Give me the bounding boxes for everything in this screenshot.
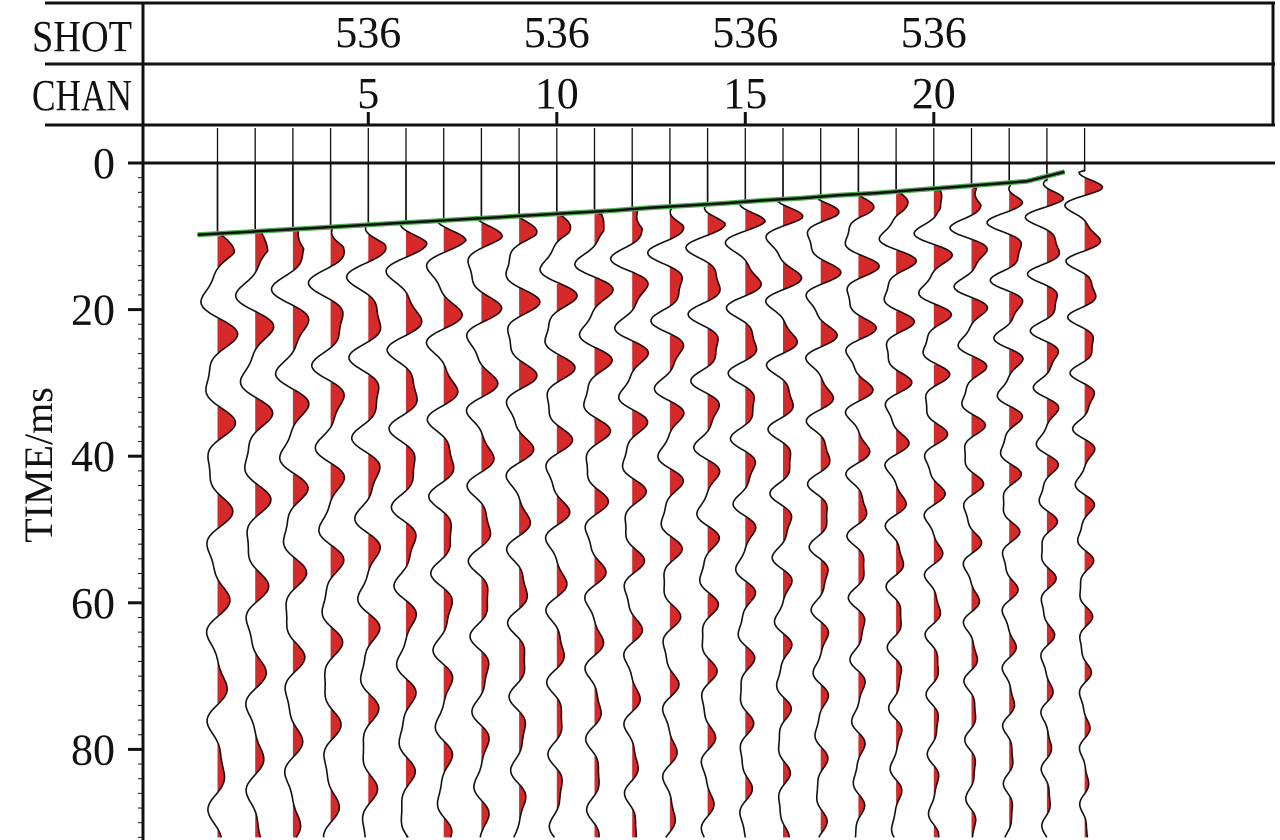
trace-wiggle: [609, 163, 650, 838]
trace-wiggle: [724, 163, 767, 838]
y-axis-label: TIME/ms: [16, 387, 61, 543]
trace-fill: [632, 210, 649, 838]
trace-wiggle: [913, 163, 954, 838]
y-tick-label: 20: [71, 286, 115, 335]
trace-wiggle: [234, 163, 275, 838]
trace-wiggle: [270, 163, 310, 838]
y-tick-label: 60: [71, 579, 115, 628]
shot-header-label: SHOT: [32, 12, 132, 61]
trace-wiggle: [764, 163, 804, 838]
trace-wiggle: [539, 163, 578, 838]
trace-fill: [594, 214, 614, 838]
trace-fill: [707, 214, 726, 818]
first-break-pick-line: [197, 169, 1066, 238]
trace-wiggle: [307, 163, 346, 838]
trace-wiggle: [200, 163, 239, 838]
trace-fill: [858, 195, 880, 821]
trace-fill: [406, 230, 427, 838]
chan-header-label: CHAN: [32, 71, 132, 120]
time-axis: 0 20 40 60 80: [71, 139, 1275, 838]
y-tick-label: 0: [93, 139, 115, 188]
chan-tick-label: 10: [535, 69, 579, 118]
chan-tick-label: 5: [357, 69, 379, 118]
trace-wiggle: [345, 163, 387, 838]
traces: [200, 128, 1104, 838]
trace-wiggle: [425, 163, 467, 838]
trace-fill: [481, 223, 503, 834]
trace-fill: [933, 190, 953, 838]
trace-fill: [971, 188, 988, 838]
trace-wiggle: [385, 163, 428, 838]
pick-line: [197, 170, 1065, 237]
chan-tick-label: 15: [723, 69, 767, 118]
trace-wiggle: [1024, 163, 1065, 838]
trace-wiggle: [646, 163, 685, 838]
trace-fill: [1046, 188, 1064, 816]
trace-wiggle: [986, 163, 1024, 838]
trace-wiggle: [844, 163, 880, 838]
shot-tick-label: 536: [335, 8, 401, 57]
trace-fill: [783, 205, 803, 838]
trace-fill: [896, 194, 917, 809]
trace-wiggle: [949, 163, 989, 838]
y-tick-label: 80: [71, 725, 115, 774]
trace-wiggle: [505, 163, 541, 838]
shot-tick-label: 536: [712, 8, 778, 57]
trace-wiggle: [465, 163, 504, 838]
trace-wiggle: [804, 163, 842, 838]
trace-wiggle: [878, 163, 918, 838]
trace-fill: [217, 236, 238, 838]
trace-fill: [820, 201, 841, 836]
trace-fill: [443, 227, 466, 838]
trace-wiggle: [1063, 163, 1104, 838]
trace-wiggle: [685, 163, 726, 838]
header-frame: [45, 1, 1275, 840]
shot-tick-label: 536: [901, 8, 967, 57]
chan-ticks: 5 10 15 20: [357, 69, 956, 125]
shot-ticks: 536 536 536 536: [335, 8, 967, 57]
chan-tick-label: 20: [912, 69, 956, 118]
trace-fill: [255, 232, 274, 838]
trace-fill: [745, 210, 766, 838]
trace-fill: [368, 234, 386, 807]
y-tick-label: 40: [71, 432, 115, 481]
trace-fill: [1009, 184, 1023, 831]
trace-wiggle: [574, 163, 614, 838]
shot-tick-label: 536: [524, 8, 590, 57]
